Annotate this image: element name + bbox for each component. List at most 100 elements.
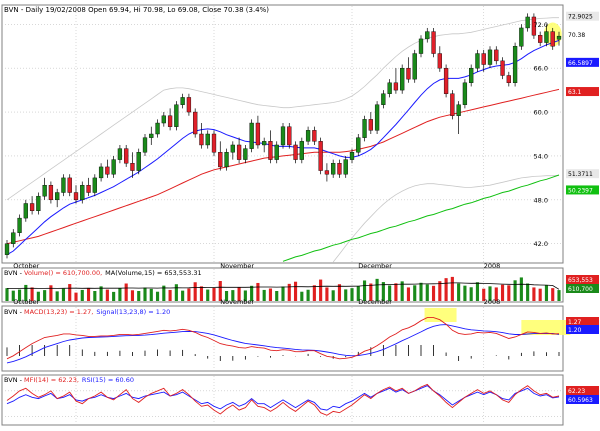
price-candle bbox=[155, 119, 160, 138]
price-candle bbox=[475, 49, 480, 72]
price-candle bbox=[324, 163, 330, 182]
candle-body bbox=[481, 53, 486, 65]
candle-body bbox=[73, 192, 79, 201]
mfi-line bbox=[6, 383, 560, 416]
candle-body bbox=[23, 203, 28, 219]
price-candle bbox=[61, 174, 66, 197]
price-candle bbox=[161, 112, 166, 127]
price-candle bbox=[506, 71, 511, 87]
candle-body bbox=[368, 119, 373, 131]
price-candle bbox=[205, 130, 210, 149]
label-macd: 1.27 bbox=[566, 317, 599, 326]
mfi-title-prefix: BVN - bbox=[4, 376, 24, 384]
macd-signal-line bbox=[6, 324, 560, 364]
macd-line bbox=[6, 317, 560, 360]
price-candle bbox=[4, 240, 10, 259]
price-candle bbox=[67, 174, 72, 197]
mfi-title-mfi: MFI(14) = 62.23, bbox=[24, 376, 79, 384]
price-grid bbox=[2, 6, 563, 262]
price-candle bbox=[149, 126, 154, 145]
candle-body bbox=[80, 184, 85, 201]
price-candle bbox=[255, 115, 261, 149]
macd-highlights bbox=[424, 308, 571, 335]
price-candle bbox=[494, 46, 499, 65]
candle-body bbox=[393, 82, 399, 91]
price-candle bbox=[512, 42, 518, 87]
price-candle bbox=[443, 64, 449, 98]
price-candle bbox=[174, 101, 179, 131]
price-y-tick-label: 66.0 bbox=[534, 65, 548, 73]
price-candle bbox=[487, 46, 493, 69]
candle-body bbox=[149, 133, 154, 138]
price-candle bbox=[331, 159, 336, 178]
candle-body bbox=[55, 192, 60, 201]
candle-body bbox=[61, 177, 66, 193]
label-rsi: 60.5963 bbox=[566, 395, 599, 404]
candle-body bbox=[381, 93, 386, 105]
price-candle bbox=[305, 126, 311, 145]
label-volume-ma: 653,553 bbox=[566, 275, 599, 284]
volume-panel-title: BVN - Volume() = 610,700.00, MA(Volume,15… bbox=[4, 269, 202, 277]
price-candle bbox=[92, 174, 97, 197]
price-candle bbox=[387, 79, 392, 98]
candle-body bbox=[186, 97, 192, 113]
candle-body bbox=[418, 38, 424, 54]
label-sma-short: 66.5897 bbox=[566, 57, 599, 67]
candle-body bbox=[324, 170, 330, 175]
candle-body bbox=[218, 152, 223, 168]
candle-body bbox=[318, 141, 323, 171]
candle-body bbox=[299, 141, 304, 160]
candle-body bbox=[224, 152, 229, 168]
mfi-title-rsi: RSI(15) = 60.60 bbox=[82, 376, 134, 384]
candle-body bbox=[230, 144, 235, 153]
price-candle bbox=[312, 126, 317, 145]
price-candle bbox=[418, 35, 424, 58]
candle-body bbox=[268, 141, 273, 160]
candle-body bbox=[67, 177, 72, 193]
price-candle bbox=[374, 101, 380, 134]
candle-body bbox=[331, 163, 336, 175]
price-candle bbox=[431, 27, 436, 58]
price-candle bbox=[167, 108, 173, 131]
label-sma-mid: 63.1 bbox=[566, 87, 599, 97]
price-candle bbox=[462, 79, 468, 109]
candle-body bbox=[199, 133, 204, 146]
candle-body bbox=[531, 16, 537, 36]
price-candle bbox=[368, 112, 373, 134]
candle-body bbox=[305, 130, 311, 142]
bollinger-lower-line bbox=[332, 174, 560, 263]
price-y-tick-label: 72.0 bbox=[534, 21, 548, 29]
price-candle bbox=[538, 31, 543, 47]
price-candle bbox=[400, 64, 405, 94]
price-candle bbox=[412, 49, 417, 83]
candle-body bbox=[475, 53, 480, 69]
label-signal-box bbox=[566, 325, 599, 334]
candle-body bbox=[193, 111, 198, 135]
candle-body bbox=[29, 203, 35, 212]
label-bollinger-lower-text: 51.3711 bbox=[568, 171, 593, 178]
candle-body bbox=[487, 49, 493, 65]
candle-body bbox=[167, 115, 173, 127]
volume-ma-line bbox=[7, 282, 560, 290]
label-close-text: 70.38 bbox=[568, 32, 585, 39]
price-candle bbox=[293, 141, 298, 164]
label-sma-short-text: 66.5897 bbox=[568, 60, 593, 67]
label-macd-text: 1.27 bbox=[568, 319, 582, 326]
label-bollinger-upper: 72.9025 bbox=[566, 11, 599, 21]
volume-title-volume: Volume() = 610,700.00, bbox=[24, 269, 102, 277]
price-candle bbox=[531, 13, 537, 39]
price-candle bbox=[318, 137, 323, 175]
price-x-tick-label: December bbox=[358, 262, 392, 270]
price-candle bbox=[48, 181, 54, 204]
price-candle bbox=[105, 159, 110, 178]
label-close-box bbox=[566, 30, 599, 40]
candle-body bbox=[274, 144, 279, 160]
price-candle bbox=[230, 141, 235, 160]
macd-panel-frame bbox=[1, 305, 564, 372]
price-candle bbox=[349, 148, 355, 164]
sma-mid-line bbox=[6, 88, 560, 245]
price-candle bbox=[98, 163, 104, 182]
volume-panel-frame bbox=[1, 267, 564, 303]
price-candle bbox=[11, 229, 16, 248]
